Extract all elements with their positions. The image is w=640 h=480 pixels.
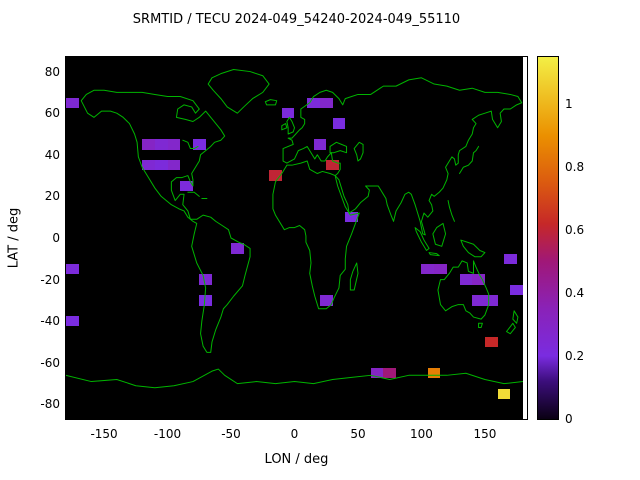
heatmap-cell — [319, 295, 333, 306]
heatmap-cell — [313, 139, 327, 150]
heatmap-cell — [510, 284, 523, 296]
coastline-philippines — [448, 201, 454, 222]
heatmap-cell — [459, 274, 473, 285]
y-tick-label: 60 — [44, 106, 60, 121]
map-plot — [65, 56, 528, 420]
colorbar-tick-label: 1 — [565, 97, 573, 112]
coastline-tasmania — [479, 323, 483, 327]
y-tick-label: 40 — [44, 147, 60, 162]
heatmap-cell — [231, 243, 244, 254]
heatmap-cell — [332, 118, 346, 129]
heatmap-cell — [192, 139, 206, 150]
heatmap-cell — [66, 316, 79, 327]
x-tick-label: 150 — [473, 427, 497, 441]
heatmap-cell — [154, 160, 168, 171]
x-axis-label: LON / deg — [264, 452, 329, 467]
heatmap-cell — [167, 160, 181, 171]
heatmap-cell — [345, 212, 358, 223]
coastline-britain — [287, 117, 295, 134]
heatmap-cell — [497, 388, 511, 400]
colorbar — [537, 56, 559, 420]
colorbar-tick-label: 0 — [565, 412, 573, 426]
coastline-new-zealand-north — [513, 311, 518, 323]
coastline-sumatra — [415, 228, 429, 251]
colorbar-tick-label: 0.4 — [565, 286, 585, 301]
coastline-madagascar — [350, 263, 358, 290]
heatmap-cell — [307, 97, 320, 108]
map-area — [66, 57, 523, 419]
heatmap-cell — [326, 160, 339, 171]
coastline-borneo — [433, 223, 446, 246]
heatmap-cell — [66, 264, 79, 275]
heatmap-cell — [142, 139, 155, 150]
coastline-great-lakes — [183, 140, 198, 148]
heatmap-cell — [383, 368, 397, 379]
x-tick-label: -50 — [221, 427, 241, 441]
heatmap-cell — [269, 170, 282, 181]
heatmap-cell — [484, 336, 498, 348]
heatmap-cell — [167, 139, 181, 150]
heatmap-cell — [319, 97, 333, 108]
y-tick-label: 80 — [44, 64, 60, 79]
coastline-americas — [81, 90, 250, 352]
heatmap-cell — [472, 295, 485, 306]
coastline-africa — [273, 161, 359, 309]
coastline-caspian-sea — [354, 142, 363, 161]
heatmap-cell — [434, 264, 447, 275]
coastline-new-zealand-south — [506, 323, 515, 333]
heatmap-cell — [472, 274, 485, 285]
coastline-greenland — [208, 69, 269, 113]
y-tick-label: -40 — [40, 314, 60, 329]
y-tick-label: -80 — [40, 397, 60, 412]
heatmap-cell — [154, 139, 168, 150]
coastline-australia — [438, 261, 489, 319]
heatmap-cells — [66, 57, 523, 419]
plot-title: SRMTID / TECU 2024-049_54240-2024-049_55… — [132, 12, 461, 27]
coastline-new-guinea — [461, 240, 485, 257]
y-tick-label: -60 — [40, 355, 60, 370]
coastline-cuba — [188, 192, 199, 196]
coastline-java — [429, 253, 439, 256]
x-tick-label: -150 — [90, 427, 118, 441]
coastline-ireland — [282, 124, 287, 130]
y-tick-label: 0 — [52, 231, 60, 245]
coastline-antarctica — [66, 369, 523, 388]
x-tick-label: 0 — [290, 427, 299, 441]
heatmap-cell — [427, 368, 441, 379]
heatmap-cell — [142, 160, 155, 171]
colorbar-tick-label: 0.2 — [565, 349, 585, 364]
colorbar-tick-label: 0.8 — [565, 160, 585, 175]
plot-right-gap — [523, 57, 527, 419]
y-tick-label: -20 — [40, 272, 60, 287]
heatmap-cell — [180, 180, 193, 192]
x-tick-label: 50 — [350, 427, 366, 441]
coastline-japan — [460, 146, 479, 173]
heatmap-cell — [199, 295, 212, 306]
heatmap-cell — [484, 295, 498, 306]
y-tick-label: 20 — [44, 189, 60, 204]
coastline-eurasia — [283, 78, 522, 235]
coastline-black-sea — [330, 142, 347, 152]
heatmap-cell — [421, 264, 435, 275]
heatmap-cell — [66, 97, 79, 108]
x-tick-label: -100 — [153, 427, 182, 441]
colorbar-tick-label: 0.6 — [565, 223, 585, 238]
coastline-iceland — [265, 100, 276, 105]
world-coastline-map — [66, 57, 523, 419]
heatmap-cell — [370, 368, 384, 379]
heatmap-cell — [199, 274, 212, 285]
y-axis-label: LAT / deg — [6, 207, 22, 269]
heatmap-cell — [281, 108, 295, 119]
heatmap-cell — [504, 253, 517, 264]
x-tick-label: 100 — [409, 427, 433, 441]
